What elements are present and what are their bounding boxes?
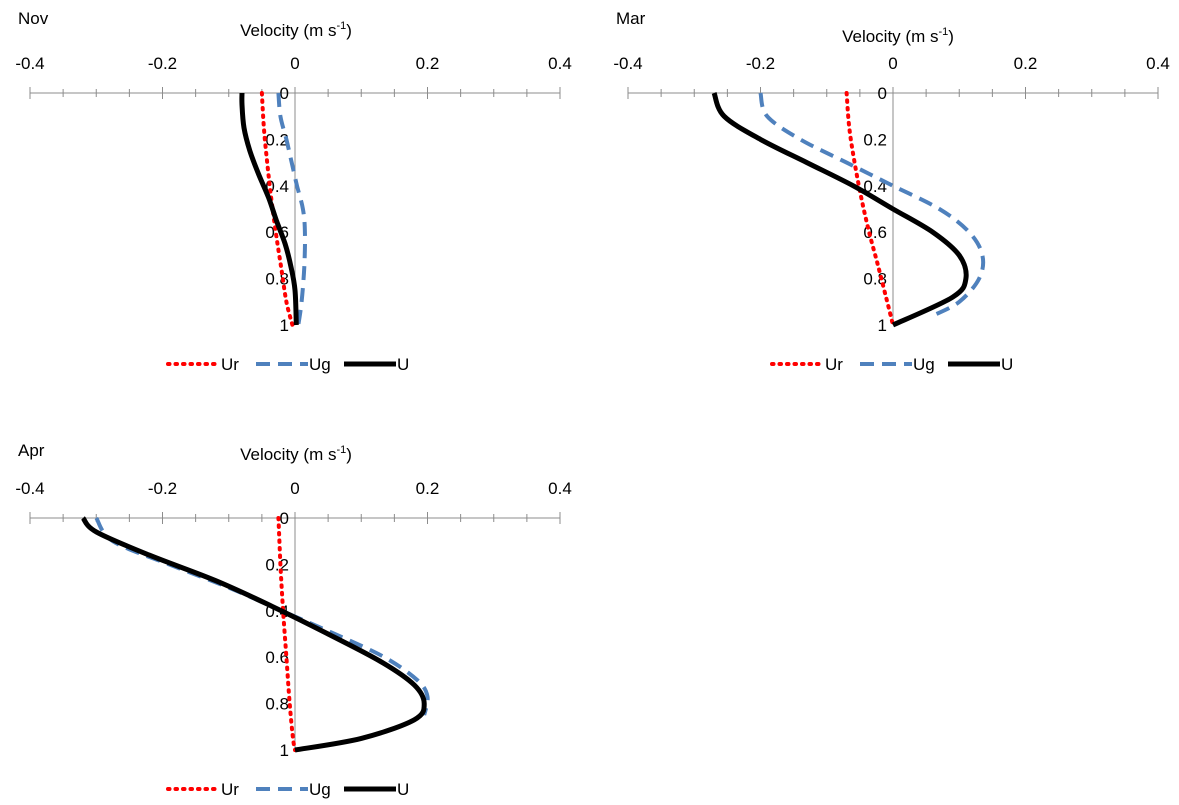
y-tick-label: 0.2	[863, 130, 887, 149]
panel-title: Mar	[616, 9, 646, 28]
x-tick-label: -0.4	[15, 479, 44, 498]
x-tick-label: 0	[888, 54, 897, 73]
legend-label-ug: Ug	[913, 355, 935, 374]
series-line-ur	[844, 91, 895, 327]
x-tick-label: 0.2	[1014, 54, 1038, 73]
x-axis-title: Velocity (m s-1)	[842, 26, 954, 46]
y-tick-label: 0	[280, 84, 289, 103]
y-tick-label: 1	[878, 316, 887, 335]
x-axis-title: Velocity (m s-1)	[240, 444, 352, 464]
legend-label-u: U	[1001, 355, 1013, 374]
x-tick-label: 0	[290, 479, 299, 498]
panel-title: Nov	[18, 9, 49, 28]
y-tick-label: 0	[878, 84, 887, 103]
legend-label-ug: Ug	[309, 355, 331, 374]
y-tick-label: 0.2	[265, 130, 289, 149]
series-line-u	[239, 92, 299, 326]
y-tick-label: 0	[280, 509, 289, 528]
x-tick-label: -0.2	[148, 479, 177, 498]
legend-label-ug: Ug	[309, 780, 331, 799]
legend-label-u: U	[397, 355, 409, 374]
y-tick-label: 1	[280, 316, 289, 335]
y-tick-label: 0.8	[265, 695, 289, 714]
legend-label-ur: Ur	[825, 355, 843, 374]
x-axis-title: Velocity (m s-1)	[240, 20, 352, 40]
series-line-ug	[276, 92, 308, 326]
series-line-ug	[94, 516, 430, 716]
series-line-u	[711, 92, 969, 328]
x-tick-label: -0.4	[15, 54, 44, 73]
x-tick-label: 0.2	[416, 54, 440, 73]
x-tick-label: 0	[290, 54, 299, 73]
y-tick-label: 0.2	[265, 555, 289, 574]
series-line-ug	[758, 92, 986, 318]
x-tick-label: 0.4	[548, 479, 572, 498]
legend-label-u: U	[397, 780, 409, 799]
panel-title: Apr	[18, 441, 45, 460]
x-tick-label: 0.2	[416, 479, 440, 498]
series-line-u	[81, 516, 427, 753]
series-line-ur	[259, 91, 295, 327]
x-tick-label: -0.4	[613, 54, 642, 73]
x-tick-label: -0.2	[746, 54, 775, 73]
chart-2: Apr Velocity (m s-1) -0.4 -0.2 0 0.2 0.4 0 0.2 0.…	[15, 441, 571, 799]
x-tick-label: 0.4	[548, 54, 572, 73]
x-tick-label: 0.4	[1146, 54, 1170, 73]
legend-label-ur: Ur	[221, 780, 239, 799]
series-line-ur	[276, 516, 297, 752]
x-tick-label: -0.2	[148, 54, 177, 73]
legend-label-ur: Ur	[221, 355, 239, 374]
y-tick-label: 1	[280, 741, 289, 760]
y-tick-label: 0.6	[265, 648, 289, 667]
